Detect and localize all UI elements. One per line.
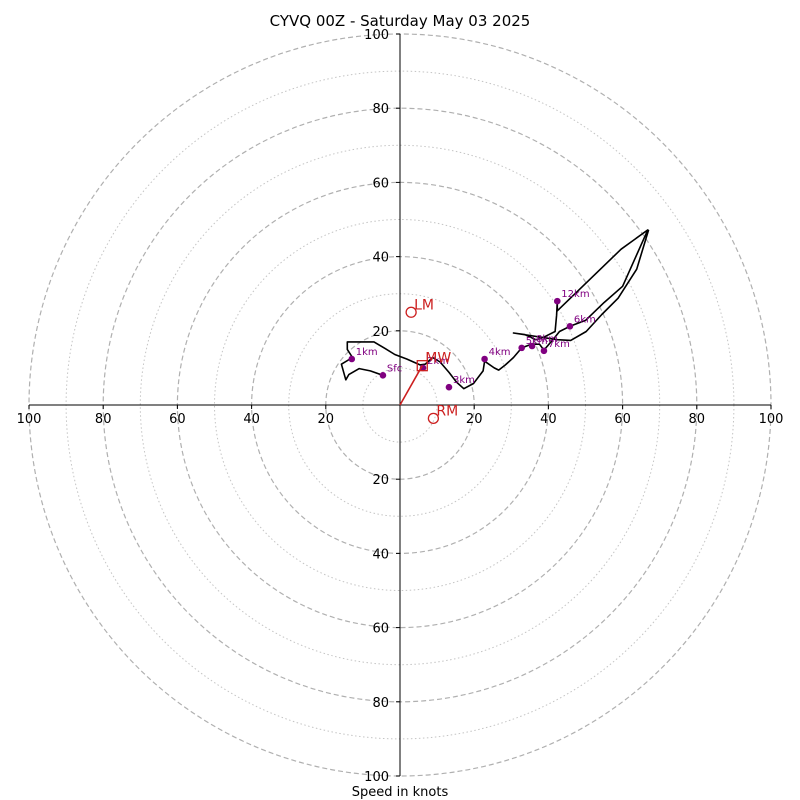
height-marker-dot [528,342,536,350]
storm-motion-markers: LM MW RM [399,297,458,425]
height-marker-label: 8km [536,334,558,345]
x-tick-label: 100 [759,412,784,427]
motion-marker-circle [405,306,417,318]
motion-marker-circle [427,412,440,425]
x-tick-label: 80 [689,412,706,427]
x-tick-label: 80 [95,412,112,427]
height-marker-label: 2km [427,356,449,367]
height-marker-label: 4km [489,347,511,358]
height-marker-dot [379,372,387,379]
y-tick-label: 80 [372,102,389,117]
height-marker-dot [518,344,525,352]
x-tick-label: 40 [540,412,557,427]
motion-marker-label: RM [436,403,458,419]
chart-title: CYVQ 00Z - Saturday May 03 2025 [270,12,531,30]
x-tick-label: 20 [466,412,483,427]
y-tick-label: 100 [364,770,389,785]
mean-wind-vector [399,365,423,406]
height-marker-label: 7km [548,339,570,350]
y-tick-label: 20 [372,325,389,340]
height-marker-dot [348,355,356,363]
height-marker-label: 1km [356,347,378,358]
x-tick-label: 40 [243,412,260,427]
y-tick-label: 40 [372,251,389,266]
motion-marker-label: MW [425,351,451,367]
motion-marker-square [416,360,428,372]
height-marker-dot [540,347,548,355]
x-tick-label: 100 [17,412,42,427]
y-tick-label: 60 [372,622,389,637]
height-marker-label: 3km [453,375,475,386]
x-tick-label: 60 [169,412,186,427]
height-marker-label: 5km [526,336,548,347]
y-tick-label: 80 [372,696,389,711]
tick-labels: 100 80 60 40 20 20 40 60 80 100 20 20 40 40 60 60 80 80 10… [17,28,784,785]
y-tick-label: 100 [364,28,389,43]
height-marker-dot [554,297,561,305]
height-marker-dot [481,355,488,363]
hodograph-trace-group [340,229,650,390]
height-marker-dot [566,323,574,330]
x-tick-label: 60 [614,412,631,427]
height-marker-dot [445,383,453,391]
x-tick-label: 20 [318,412,335,427]
y-tick-label: 60 [372,176,389,191]
y-tick-label: 20 [372,473,389,488]
height-marker-label: Sfc [387,363,402,374]
hodograph-line [340,229,650,390]
height-marker-label: 12km [561,289,589,300]
height-marker-label: 6km [574,314,596,325]
y-tick-label: 40 [372,547,389,562]
x-axis-label: Speed in knots [352,785,449,800]
motion-marker-label: LM [414,297,434,313]
